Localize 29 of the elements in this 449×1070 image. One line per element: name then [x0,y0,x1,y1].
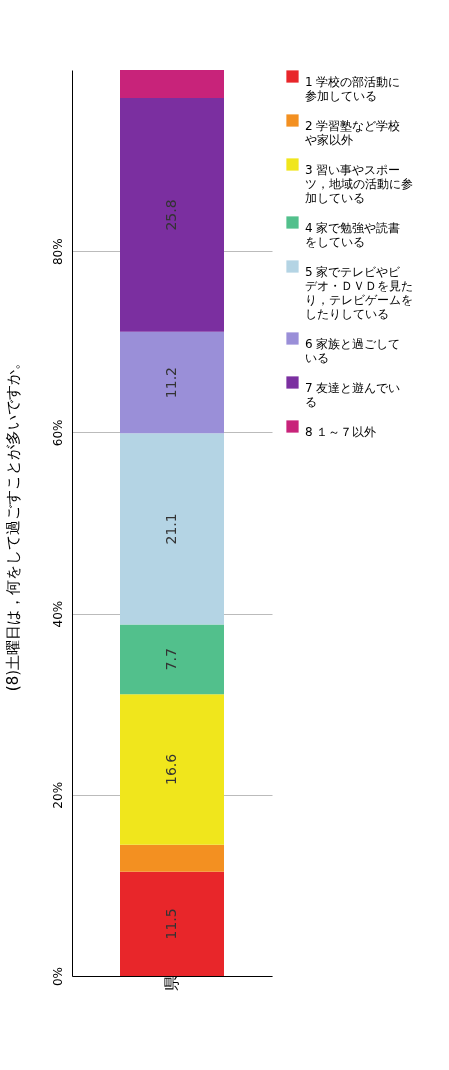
legend-label: 4 家で勉強や読書をしている [305,220,401,249]
y-tick-label: 40% [50,600,65,628]
y-tick-label: 20% [50,781,65,809]
text: (8)土曜日は，何をして過ごすことが多いですか。 [4,354,22,692]
bar [120,331,224,434]
bar [120,871,224,976]
bar [120,98,224,332]
bar [120,624,224,695]
data-label: 21.1 [163,513,179,545]
bar [120,433,224,625]
legend-label: 2 学習塾など学校や家以外 [305,118,401,147]
y-tick-label: 0% [50,966,65,987]
data-label: 11.2 [163,366,179,399]
y-tick-label: 80% [50,238,65,266]
data-label: 25.8 [163,199,179,231]
data-label: 16.6 [163,753,179,786]
y-tick-label: 60% [50,419,65,447]
bar [120,844,224,872]
data-label: 7.7 [163,648,179,671]
x-tick-label: 県 [162,974,181,991]
data-label: 11.5 [163,908,179,940]
legend-label: 5 家でテレビやビデオ・ＤＶＤを見たり，テレビゲームをしたりしている [305,264,413,321]
legend-label: 7 友達と遊んでいる [305,380,401,409]
legend-label: 1 学校の部活動に参加している [305,74,401,103]
legend-label: 3 習い事やスポーツ，地域の活動に参加している [305,162,413,205]
legend-label: 6 家族と過ごしている [305,336,401,365]
bar [120,70,224,99]
legend-label: 8 １～７以外 [305,424,377,439]
bar [120,694,224,845]
